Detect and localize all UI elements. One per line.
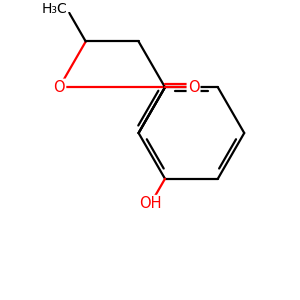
Text: O: O: [53, 80, 65, 95]
Text: H₃C: H₃C: [41, 2, 67, 16]
Text: OH: OH: [140, 196, 162, 211]
Text: O: O: [188, 80, 200, 95]
